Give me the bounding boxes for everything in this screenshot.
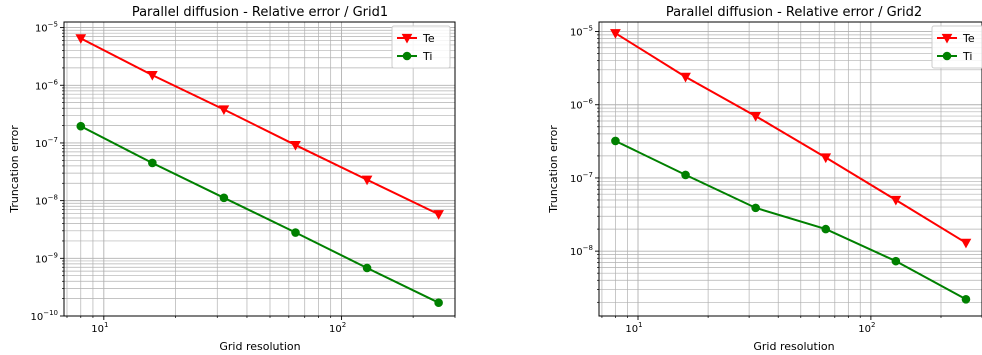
grid: [64, 22, 455, 316]
y-tick-label: 10−7: [35, 136, 58, 150]
data-point-te: [750, 111, 761, 122]
series-group: [75, 34, 444, 308]
plot-frame: [63, 21, 456, 317]
data-point-ti: [961, 294, 971, 304]
data-point-ti: [434, 298, 443, 308]
data-point-te: [890, 195, 902, 206]
series-line-te: [80, 37, 440, 216]
y-tick-label: 10−7: [570, 171, 593, 185]
legend: Te Ti: [391, 25, 451, 69]
data-point-te: [960, 238, 972, 249]
y-axis-label: Truncation error: [8, 125, 21, 214]
series-line-ti: [615, 140, 967, 301]
data-point-ti: [821, 224, 831, 234]
legend-label: Te: [422, 32, 435, 45]
legend-label: Te: [962, 32, 975, 45]
legend: Te Ti: [931, 25, 982, 69]
grid: [599, 22, 982, 316]
data-point-te: [290, 140, 301, 151]
chart-title: Parallel diffusion - Relative error / Gr…: [132, 5, 388, 20]
data-point-ti: [891, 256, 901, 266]
data-point-ti: [362, 263, 372, 273]
legend-marker: [402, 51, 412, 61]
data-point-ti: [148, 158, 157, 168]
x-tick-label: 101: [91, 321, 108, 335]
y-tick-label: 10−5: [35, 21, 58, 35]
x-tick-label: 102: [329, 321, 346, 335]
data-point-te: [680, 72, 691, 83]
data-point-ti: [681, 170, 690, 180]
legend-label: Ti: [962, 50, 972, 63]
legend-box: [391, 25, 451, 69]
data-point-ti: [751, 203, 760, 213]
x-axis-label: Grid resolution: [753, 340, 834, 353]
data-point-ti: [611, 136, 620, 146]
y-tick-label: 10−8: [35, 194, 58, 208]
legend-marker: [942, 51, 952, 61]
series-group: [610, 29, 972, 304]
y-tick-label: 10−6: [570, 98, 594, 112]
series-line-ti: [80, 125, 440, 304]
y-axis-label: Truncation error: [547, 125, 560, 214]
y-tick-label: 10−8: [570, 244, 593, 258]
plot-frame: [598, 21, 982, 317]
x-tick-label: 102: [858, 321, 875, 335]
data-point-ti: [76, 121, 86, 131]
data-point-te: [820, 153, 832, 164]
data-point-te: [610, 29, 621, 39]
data-point-ti: [291, 228, 300, 237]
x-axis-label: Grid resolution: [219, 340, 300, 353]
data-point-te: [146, 71, 158, 81]
legend-label: Ti: [422, 50, 432, 63]
data-point-te: [433, 210, 444, 220]
x-tick-label: 101: [625, 321, 642, 335]
y-tick-label: 10−5: [570, 25, 593, 39]
data-point-te: [75, 34, 87, 44]
legend-marker: [941, 33, 953, 44]
data-point-te: [218, 105, 230, 116]
data-point-te: [361, 175, 373, 186]
y-tick-label: 10−10: [30, 309, 58, 323]
chart-2: 101 102 10−8 10−7 10−6 10−5 Parallel diffusion…: [547, 5, 982, 353]
y-tick-label: 10−6: [35, 78, 59, 92]
chart-title: Parallel diffusion - Relative error / Gr…: [666, 5, 922, 20]
data-point-ti: [219, 193, 229, 203]
chart-1: 101 102 10−10 10−9 10−8 10−7 10−6 10−5 Parallel …: [8, 5, 456, 353]
legend-marker: [401, 33, 413, 44]
series-line-te: [614, 32, 967, 244]
y-tick-label: 10−9: [35, 251, 58, 265]
